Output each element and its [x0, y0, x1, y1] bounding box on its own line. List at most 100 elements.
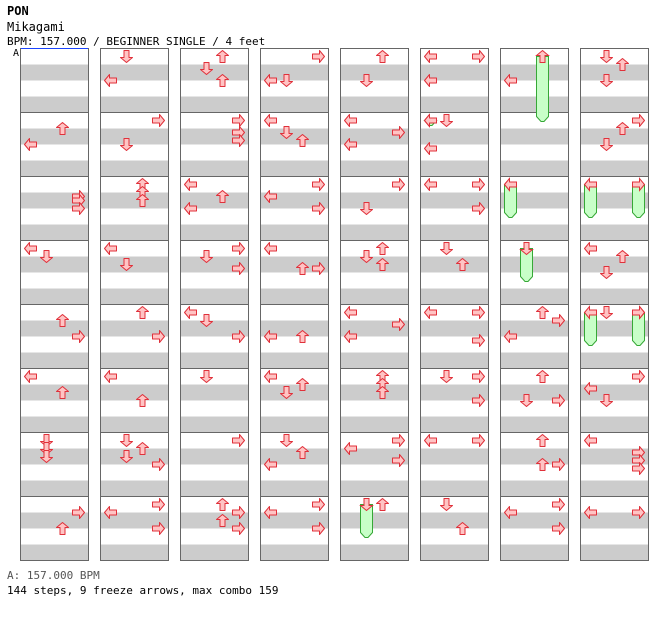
step-arrow-up	[216, 190, 229, 203]
step-arrow-right	[312, 202, 325, 215]
beat-stripe	[500, 480, 569, 497]
step-arrow-down	[440, 498, 453, 511]
step-arrow-right	[472, 178, 485, 191]
beat-stripe	[20, 512, 89, 529]
step-arrow-up	[616, 250, 629, 263]
beat-stripe	[260, 416, 329, 433]
freeze-arrow-left	[584, 312, 597, 346]
beat-stripe	[100, 416, 169, 433]
step-arrow-up	[616, 122, 629, 135]
step-arrow-down	[200, 250, 213, 263]
beat-stripe	[420, 544, 489, 561]
beat-stripe	[340, 384, 409, 401]
step-arrow-up	[136, 394, 149, 407]
step-arrow-right	[392, 434, 405, 447]
beat-stripe	[180, 352, 249, 369]
beat-stripe	[20, 288, 89, 305]
step-arrow-up	[376, 258, 389, 271]
beat-stripe	[420, 320, 489, 337]
step-arrow-down	[600, 266, 613, 279]
beat-stripe	[340, 320, 409, 337]
freeze-head-right-arrow	[632, 177, 646, 192]
beat-stripe	[580, 384, 649, 401]
beat-stripe	[180, 160, 249, 177]
beat-stripe	[340, 128, 409, 145]
step-arrow-up	[56, 522, 69, 535]
freeze-head-up-arrow	[535, 49, 550, 63]
beat-stripe	[100, 256, 169, 273]
step-arrow-right	[152, 114, 165, 127]
beat-stripe	[500, 288, 569, 305]
step-arrow-right	[632, 462, 645, 475]
step-arrow-left	[344, 138, 357, 151]
beat-stripe	[500, 512, 569, 529]
beat-stripe	[340, 224, 409, 241]
step-arrow-right	[72, 506, 85, 519]
step-arrow-right	[232, 522, 245, 535]
step-arrow-right	[232, 134, 245, 147]
beat-stripe	[260, 160, 329, 177]
beat-stripe	[100, 128, 169, 145]
beat-stripe	[340, 544, 409, 561]
step-arrow-up	[296, 134, 309, 147]
step-arrow-down	[440, 370, 453, 383]
step-arrow-right	[232, 506, 245, 519]
beat-stripe	[340, 480, 409, 497]
freeze-arrow-down	[360, 504, 373, 538]
step-arrow-up	[136, 306, 149, 319]
measure-border	[420, 496, 489, 561]
step-arrow-right	[152, 458, 165, 471]
beat-stripe	[100, 480, 169, 497]
step-arrow-down	[200, 62, 213, 75]
beat-stripe	[20, 192, 89, 209]
step-arrow-right	[392, 318, 405, 331]
step-arrow-right	[232, 114, 245, 127]
step-arrow-right	[632, 506, 645, 519]
step-arrow-left	[24, 242, 37, 255]
freeze-arrow-down	[520, 248, 533, 282]
beat-stripe	[420, 480, 489, 497]
step-arrow-left	[504, 178, 517, 191]
step-arrow-left	[24, 370, 37, 383]
beat-stripe	[420, 352, 489, 369]
step-arrow-up	[296, 446, 309, 459]
step-arrow-up	[456, 522, 469, 535]
step-arrow-right	[312, 178, 325, 191]
beat-stripe	[180, 320, 249, 337]
beat-stripe	[340, 448, 409, 465]
step-arrow-left	[424, 74, 437, 87]
step-arrow-up	[216, 74, 229, 87]
beat-stripe	[500, 128, 569, 145]
beat-stripe	[580, 352, 649, 369]
step-arrow-left	[264, 74, 277, 87]
beat-stripe	[20, 480, 89, 497]
beat-stripe	[20, 384, 89, 401]
beat-stripe	[340, 352, 409, 369]
step-arrow-down	[360, 250, 373, 263]
beat-stripe	[180, 512, 249, 529]
beat-stripe	[420, 224, 489, 241]
beat-stripe	[260, 544, 329, 561]
step-arrow-right	[552, 522, 565, 535]
step-arrow-left	[424, 114, 437, 127]
step-arrow-right	[552, 394, 565, 407]
beat-stripe	[100, 160, 169, 177]
step-arrow-down	[600, 306, 613, 319]
beat-stripe	[20, 544, 89, 561]
beat-stripe	[580, 160, 649, 177]
step-arrow-left	[344, 330, 357, 343]
beat-stripe	[260, 352, 329, 369]
beat-stripe	[580, 320, 649, 337]
beat-stripe	[340, 192, 409, 209]
freeze-arrow-right	[632, 312, 645, 346]
beat-stripe	[180, 224, 249, 241]
beat-stripe	[340, 160, 409, 177]
beat-stripe	[260, 512, 329, 529]
beat-stripe	[420, 448, 489, 465]
beat-stripe	[260, 288, 329, 305]
step-arrow-up	[56, 314, 69, 327]
step-arrow-left	[264, 506, 277, 519]
step-arrow-left	[424, 178, 437, 191]
measure-border	[20, 496, 89, 561]
